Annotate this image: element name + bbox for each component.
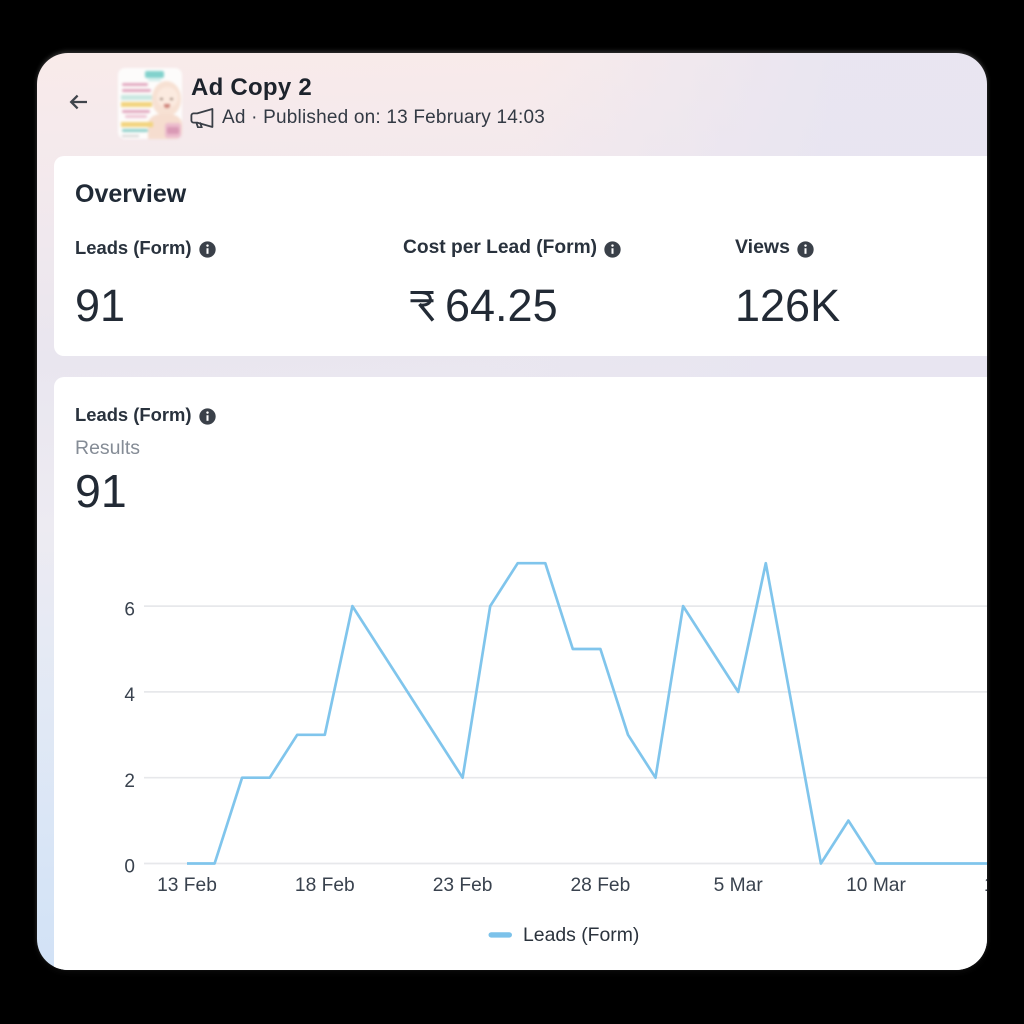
- svg-text:23 Feb: 23 Feb: [433, 875, 493, 896]
- svg-text:13 Feb: 13 Feb: [157, 875, 217, 896]
- svg-text:28 Feb: 28 Feb: [571, 875, 631, 896]
- svg-text:4: 4: [124, 685, 135, 706]
- svg-text:10 Mar: 10 Mar: [846, 875, 906, 896]
- svg-text:5 Mar: 5 Mar: [714, 875, 764, 896]
- svg-text:15 Mar: 15 Mar: [984, 875, 987, 896]
- svg-text:0: 0: [124, 857, 135, 878]
- svg-text:2: 2: [124, 771, 135, 792]
- svg-text:Leads (Form): Leads (Form): [523, 924, 639, 946]
- svg-text:18 Feb: 18 Feb: [295, 875, 355, 896]
- svg-text:6: 6: [124, 599, 135, 620]
